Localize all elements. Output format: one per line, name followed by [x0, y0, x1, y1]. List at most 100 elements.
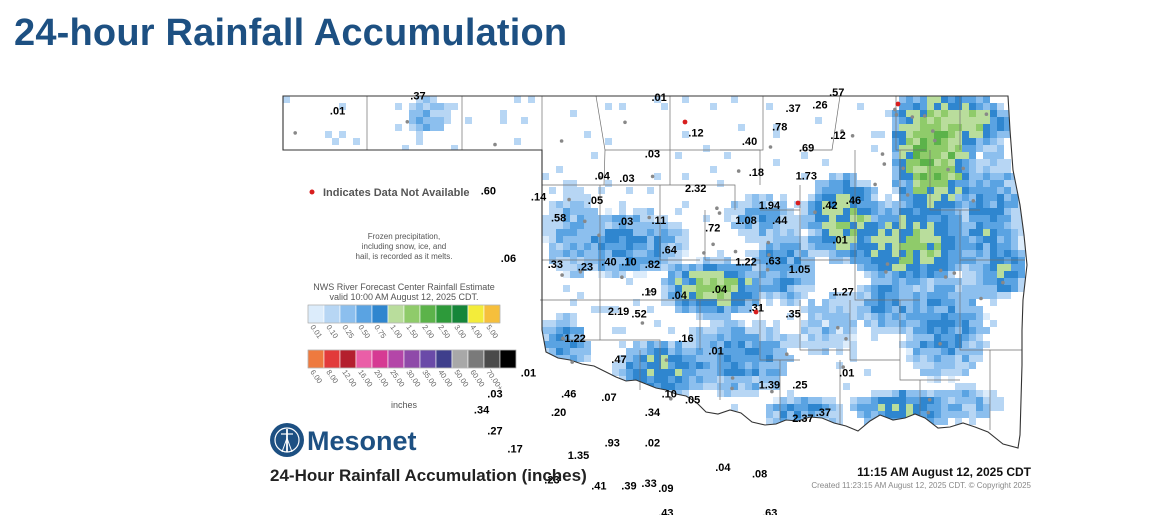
- scale-tick-label: 8.00: [324, 368, 340, 385]
- county-line: [854, 260, 920, 301]
- rain-cell: [822, 243, 829, 250]
- rain-cell: [857, 285, 864, 292]
- rain-cell: [850, 334, 857, 341]
- rain-cell: [864, 201, 871, 208]
- rain-cell: [927, 348, 934, 355]
- rain-cell: [969, 131, 976, 138]
- rain-cell: [780, 236, 787, 243]
- rain-cell: [752, 383, 759, 390]
- rain-cell: [850, 348, 857, 355]
- rain-cell: [815, 404, 822, 411]
- rain-cell: [941, 159, 948, 166]
- rain-cell: [668, 278, 675, 285]
- rain-cell: [801, 208, 808, 215]
- rain-cell: [836, 215, 843, 222]
- rain-cell: [829, 173, 836, 180]
- rain-cell: [654, 376, 661, 383]
- rain-cell: [766, 376, 773, 383]
- rain-cell: [752, 208, 759, 215]
- rain-cell: [822, 159, 829, 166]
- rain-cell: [976, 250, 983, 257]
- rain-cell: [948, 194, 955, 201]
- rain-cell: [955, 243, 962, 250]
- rain-cell: [745, 208, 752, 215]
- rain-cell: [934, 355, 941, 362]
- station-value: .34: [645, 407, 661, 419]
- rain-cell: [745, 306, 752, 313]
- rain-cell: [955, 96, 962, 103]
- rain-cell: [913, 362, 920, 369]
- rain-cell: [864, 418, 871, 425]
- rain-cell: [577, 215, 584, 222]
- rain-cell: [899, 292, 906, 299]
- rain-cell: [556, 250, 563, 257]
- rain-cell: [724, 215, 731, 222]
- rain-cell: [570, 208, 577, 215]
- station-dot: [893, 107, 897, 112]
- rain-cell: [962, 96, 969, 103]
- rain-cell: [927, 166, 934, 173]
- rain-cell: [969, 285, 976, 292]
- rain-cell: [381, 341, 388, 348]
- na-marker: [682, 119, 688, 125]
- station-dot: [559, 139, 564, 143]
- rain-cell: [773, 383, 780, 390]
- rain-cell: [815, 348, 822, 355]
- rain-cell: [843, 320, 850, 327]
- rain-cell: [962, 110, 969, 117]
- rain-cell: [1004, 264, 1011, 271]
- rain-cell: [416, 110, 423, 117]
- rain-cell: [703, 369, 710, 376]
- rain-cell: [773, 327, 780, 334]
- rain-cell: [808, 404, 815, 411]
- rain-cell: [983, 208, 990, 215]
- na-legend: Indicates Data Not Available: [309, 187, 470, 199]
- rain-cell: [934, 278, 941, 285]
- rain-cell: [997, 201, 1004, 208]
- rain-cell: [591, 264, 598, 271]
- rain-cell: [794, 334, 801, 341]
- rain-cell: [731, 292, 738, 299]
- rain-cell: [941, 110, 948, 117]
- rain-cell: [913, 229, 920, 236]
- rain-cell: [766, 327, 773, 334]
- rain-cell: [871, 250, 878, 257]
- rain-cell: [598, 187, 605, 194]
- rain-cell: [577, 355, 584, 362]
- rain-cell: [822, 425, 829, 432]
- rain-cell: [948, 264, 955, 271]
- rain-cell: [906, 201, 913, 208]
- rain-cell: [766, 348, 773, 355]
- rain-cell: [752, 264, 759, 271]
- rain-cell: [955, 173, 962, 180]
- rain-cell: [605, 271, 612, 278]
- scale-swatch: [419, 349, 437, 369]
- rain-cell: [738, 264, 745, 271]
- rain-cell: [661, 369, 668, 376]
- rain-cell: [549, 222, 556, 229]
- rain-cell: [332, 404, 339, 411]
- rain-cell: [591, 208, 598, 215]
- rain-cell: [654, 236, 661, 243]
- rain-cell: [500, 243, 507, 250]
- rain-cell: [913, 138, 920, 145]
- rain-cell: [654, 362, 661, 369]
- rain-cell: [710, 271, 717, 278]
- station-dot: [598, 176, 602, 180]
- rain-cell: [724, 327, 731, 334]
- rain-cell: [675, 257, 682, 264]
- rain-cell: [689, 299, 696, 306]
- rain-cell: [976, 187, 983, 194]
- rain-cell: [934, 271, 941, 278]
- rain-cell: [976, 103, 983, 110]
- rain-cell: [948, 334, 955, 341]
- rain-cell: [955, 138, 962, 145]
- rain-cell: [689, 362, 696, 369]
- rain-cell: [689, 285, 696, 292]
- rain-cell: [969, 208, 976, 215]
- rain-cell: [955, 131, 962, 138]
- rain-cell: [892, 222, 899, 229]
- rain-cell: [892, 390, 899, 397]
- rain-cell: [906, 236, 913, 243]
- rain-cell: [850, 355, 857, 362]
